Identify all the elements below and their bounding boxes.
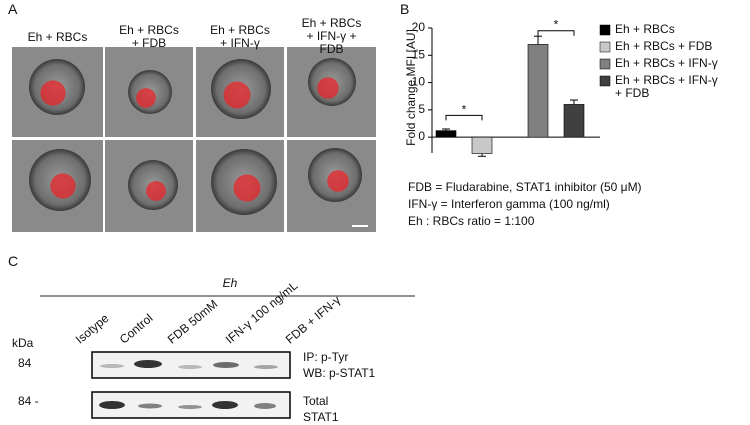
y-tick-label: 10: [412, 75, 426, 89]
legend-label: Eh + RBCs: [615, 22, 675, 36]
y-tick-label: 15: [412, 47, 426, 61]
lane-label: FDB + IFN-γ: [283, 293, 343, 347]
blot-label: IP: p-Tyr WB: p-STAT1: [303, 350, 376, 380]
significance: *: [554, 18, 559, 32]
marker: 84 -: [18, 394, 39, 408]
legend-swatch: [599, 24, 611, 36]
blot-ptyr: [91, 351, 291, 379]
significance-bracket: [445, 114, 483, 121]
y-tick-label: 20: [412, 20, 426, 34]
panel-label: B: [400, 1, 409, 17]
legend-label: Eh + RBCs + IFN-γ + FDB: [615, 73, 718, 100]
stain: [146, 181, 166, 201]
stain: [50, 173, 76, 199]
lane-label: FDB 50mM: [165, 297, 220, 347]
panel-label: A: [8, 1, 18, 17]
bar: [471, 136, 493, 154]
bar: [527, 44, 549, 138]
column-header: Eh + RBCs + IFN-γ: [210, 23, 270, 50]
marker: 84: [18, 356, 32, 370]
note: FDB = Fludarabine, STAT1 inhibitor (50 μ…: [408, 180, 642, 194]
legend-swatch: [599, 75, 611, 87]
column-header: Eh + RBCs: [28, 30, 88, 44]
lane-label: Isotype: [73, 311, 112, 347]
significance: *: [462, 103, 467, 117]
note: Eh : RBCs ratio = 1:100: [408, 214, 535, 228]
panel-label: C: [8, 253, 18, 269]
legend-swatch: [599, 58, 611, 70]
stain: [223, 81, 251, 109]
bar: [563, 104, 585, 138]
kda-label: kDa: [12, 336, 34, 350]
y-tick-label: 0: [418, 129, 425, 143]
micrographs: [12, 47, 376, 232]
column-header: Eh + RBCs + FDB: [119, 23, 179, 50]
legend-label: Eh + RBCs + IFN-γ: [615, 56, 718, 70]
legend-swatch: [599, 41, 611, 53]
bands: [99, 360, 278, 409]
legend-label: Eh + RBCs + FDB: [615, 39, 712, 53]
significance-bracket: [537, 30, 575, 36]
bar: [435, 130, 457, 138]
lane-label: Control: [117, 311, 156, 347]
y-axis-label: Fold change MFI [AU]: [404, 29, 418, 146]
y-tick-label: 5: [418, 102, 425, 116]
stain: [136, 88, 156, 108]
stain: [317, 77, 339, 99]
stain: [233, 174, 261, 202]
stain: [327, 170, 349, 192]
group-label: Eh: [223, 276, 238, 290]
stain: [40, 80, 66, 106]
blot-label: Total STAT1: [303, 394, 339, 424]
column-header: Eh + RBCs + IFN-γ + FDB: [302, 16, 362, 56]
note: IFN-γ = Interferon gamma (100 ng/ml): [408, 197, 610, 211]
